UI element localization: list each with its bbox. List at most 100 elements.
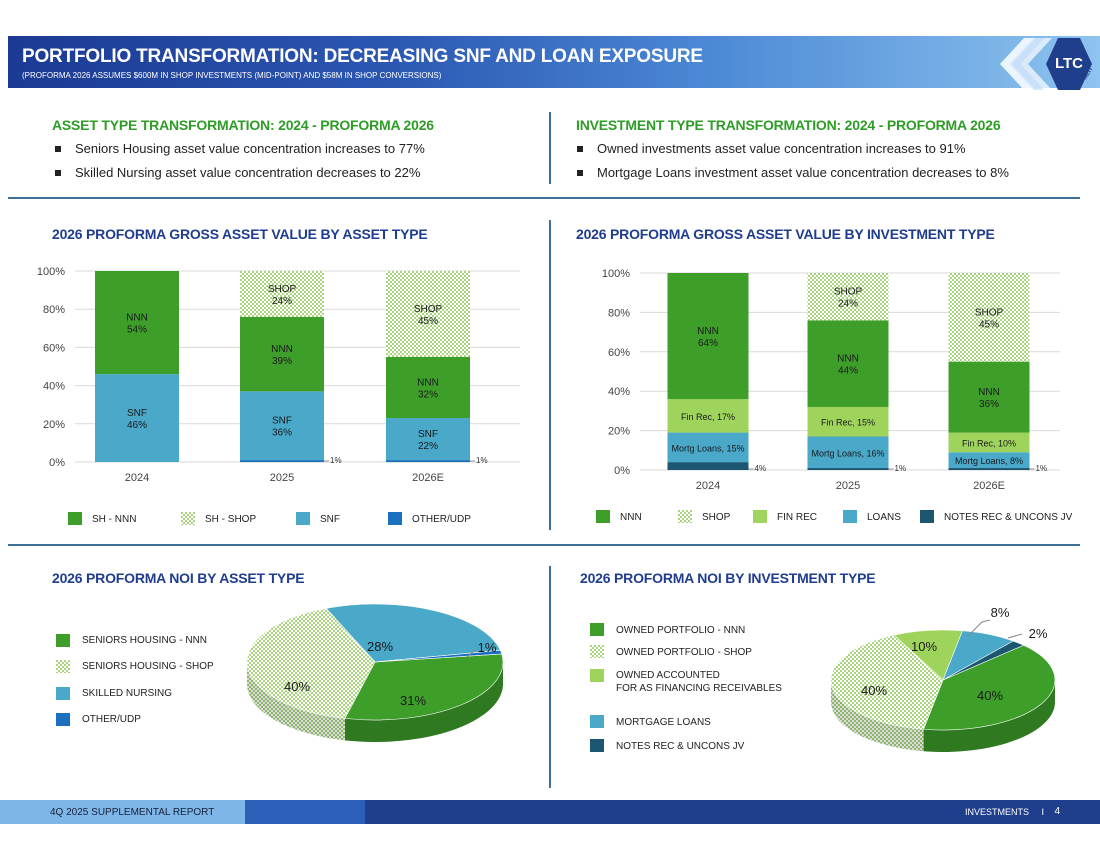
legend-label: SKILLED NURSING [82, 688, 173, 699]
pie-chart-asset-type: 31% 40% 28% 1% [246, 603, 504, 742]
data-label: SHOP [268, 284, 297, 295]
bar-segment [240, 316, 324, 392]
pie-slice [374, 650, 503, 663]
pie-slice [344, 653, 504, 721]
leader-line [967, 619, 991, 637]
pie-wall [831, 680, 924, 752]
data-label: 45% [418, 316, 438, 327]
investment-bullet: Owned investments asset value concentrat… [574, 141, 1084, 156]
legend-swatch [843, 510, 857, 523]
bar-segment [386, 356, 470, 419]
bar-segment [948, 468, 1030, 471]
legend-label: NOTES REC & UNCONS JV [944, 512, 1073, 523]
divider [549, 112, 551, 184]
pie-data-label: 28% [367, 639, 393, 654]
data-label: 36% [979, 399, 999, 410]
y-tick-label: 80% [43, 304, 65, 316]
bar-segment [386, 418, 470, 461]
x-tick-label: 2026E [412, 472, 444, 484]
y-tick-label: 80% [608, 307, 630, 319]
data-label: SHOP [414, 304, 443, 315]
leader-line [1007, 633, 1023, 639]
data-label: 1% [330, 456, 342, 465]
data-label: SHOP [834, 287, 863, 298]
legend-swatch [181, 512, 195, 525]
bar-segment [240, 271, 324, 317]
legend-swatch [56, 634, 70, 647]
x-tick-label: 2024 [125, 472, 149, 484]
pie-data-label: 31% [400, 693, 426, 708]
legend-investment-type: NNN SHOP FIN REC LOANS NOTES REC & UNCONS JV [596, 510, 1086, 526]
asset-type-bullets: Seniors Housing asset value concentratio… [52, 141, 532, 189]
investment-type-bullets: Owned investments asset value concentrat… [574, 141, 1084, 189]
chart-title: 2026 PROFORMA NOI BY INVESTMENT TYPE [580, 570, 876, 586]
legend-label: OWNED ACCOUNTED [616, 670, 720, 681]
investment-type-title: INVESTMENT TYPE TRANSFORMATION: 2024 - P… [576, 117, 1001, 133]
asset-bullet: Seniors Housing asset value concentratio… [52, 141, 532, 156]
pie-data-label: 8% [991, 605, 1010, 620]
bar-segment [807, 406, 889, 437]
bar-segment [95, 271, 179, 375]
divider [549, 220, 551, 530]
x-tick-label: 2024 [696, 480, 720, 492]
legend-label: NNN [620, 512, 642, 523]
legend-label: SENIORS HOUSING - SHOP [82, 661, 214, 672]
pie-wall [344, 662, 503, 742]
footer-accent [0, 800, 245, 824]
bar-segment [948, 432, 1030, 453]
data-label: 54% [127, 325, 147, 336]
y-tick-label: 20% [43, 419, 65, 431]
legend-swatch [920, 510, 934, 523]
footer-separator: I [1041, 807, 1044, 817]
pie-legend-asset: SENIORS HOUSING - NNN SENIORS HOUSING - … [56, 632, 256, 752]
y-tick-label: 60% [608, 347, 630, 359]
data-label: Fin Rec, 10% [962, 438, 1016, 448]
header-banner: PORTFOLIO TRANSFORMATION: DECREASING SNF… [8, 36, 1100, 88]
data-label: NNN [697, 326, 719, 337]
footer-section: INVESTMENTS I [965, 807, 1044, 817]
bar-segment [807, 468, 889, 471]
data-label: SHOP [975, 307, 1004, 318]
bar-segment [95, 374, 179, 462]
legend-swatch [590, 645, 604, 658]
data-label: SNF [127, 408, 147, 419]
data-label: NNN [837, 354, 859, 365]
legend-swatch [753, 510, 767, 523]
bar-segment [240, 460, 324, 463]
legend-label: FOR AS FINANCING RECEIVABLES [616, 683, 782, 694]
legend-swatch [68, 512, 82, 525]
data-label: SNF [272, 416, 292, 427]
bar-segment [386, 271, 470, 357]
pie-wall [923, 680, 1055, 752]
logo-text: LTC [1055, 55, 1083, 72]
pie-data-label: 1% [478, 640, 497, 655]
data-label: 46% [127, 420, 147, 431]
data-label: 36% [272, 428, 292, 439]
legend-swatch [590, 739, 604, 752]
data-label: 22% [418, 441, 438, 452]
legend-swatch [296, 512, 310, 525]
legend-label: OTHER/UDP [412, 514, 471, 525]
pie-wall [247, 662, 345, 741]
legend-label: SENIORS HOUSING - NNN [82, 635, 208, 646]
y-tick-label: 100% [37, 266, 65, 278]
legend-swatch [56, 713, 70, 726]
legend-label: MORTGAGE LOANS [616, 717, 711, 728]
leader-line [466, 649, 476, 658]
footer-accent [245, 800, 365, 824]
asset-bullet: Skilled Nursing asset value concentratio… [52, 165, 532, 180]
legend-label: SH - SHOP [205, 514, 257, 525]
data-label: Mortg Loans, 8% [955, 456, 1023, 466]
data-label: 64% [698, 338, 718, 349]
bar-segment [667, 432, 749, 463]
chart-title: 2026 PROFORMA GROSS ASSET VALUE BY INVES… [576, 226, 995, 242]
legend-swatch [56, 687, 70, 700]
divider [8, 544, 1080, 546]
y-tick-label: 0% [614, 465, 630, 477]
page-title: PORTFOLIO TRANSFORMATION: DECREASING SNF… [22, 46, 703, 67]
ltc-logo: LTC REIT [996, 30, 1096, 94]
data-label: Fin Rec, 17% [681, 412, 735, 422]
y-tick-label: 40% [608, 386, 630, 398]
legend-swatch [590, 669, 604, 682]
y-tick-label: 0% [49, 457, 65, 469]
